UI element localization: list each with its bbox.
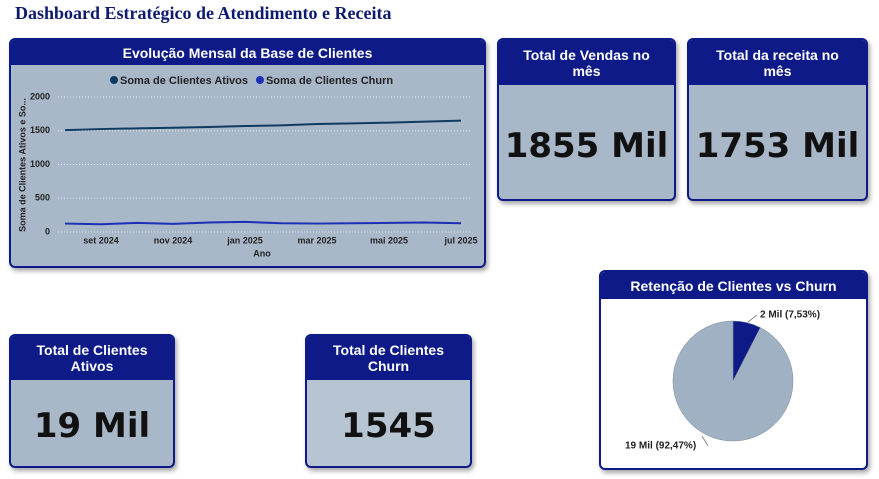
kpi-card: Total de Vendas no mês 1855 Mil: [497, 38, 676, 201]
panel-title: Retenção de Clientes vs Churn: [601, 272, 866, 299]
card-value: 1855 Mil: [504, 126, 669, 166]
kpi-card: Total de Clientes Ativos 19 Mil: [9, 334, 175, 468]
card-value: 1753 Mil: [695, 126, 860, 166]
kpi-card: Total de Clientes Churn 1545: [305, 334, 472, 468]
card-title: Total da receita no mês: [689, 40, 866, 85]
card-title: Total de Vendas no mês: [499, 40, 674, 85]
kpi-card: Total da receita no mês 1753 Mil: [687, 38, 868, 201]
pie-panel: Retenção de Clientes vs Churn: [599, 270, 868, 470]
card-value: 19 Mil: [33, 406, 151, 446]
card-value: 1545: [341, 406, 436, 446]
panel-title: Evolução Mensal da Base de Clientes: [11, 40, 484, 65]
card-title: Total de Clientes Churn: [307, 336, 470, 380]
line-panel: Evolução Mensal da Base de Clientes: [9, 38, 486, 268]
card-title: Total de Clientes Ativos: [11, 336, 173, 380]
page-title: Dashboard Estratégico de Atendimento e R…: [15, 3, 392, 23]
